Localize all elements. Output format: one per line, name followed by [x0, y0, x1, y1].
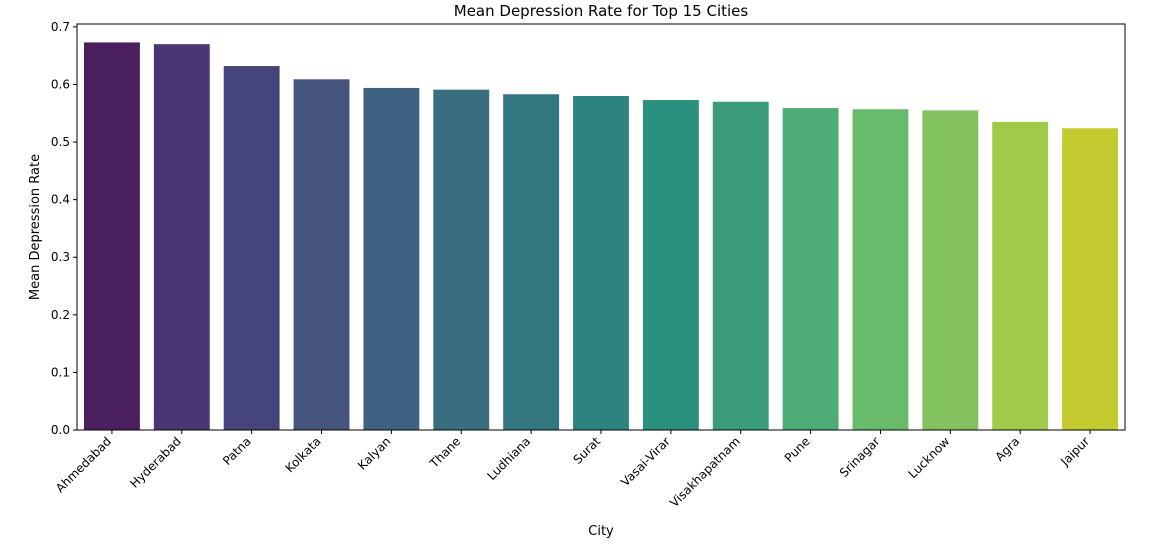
x-tick-label: Kalyan [355, 434, 393, 472]
y-tick-label: 0.0 [51, 423, 70, 437]
y-tick-label: 0.3 [51, 250, 70, 264]
bar-kalyan [363, 87, 420, 431]
bar-visakhapatnam [712, 101, 769, 431]
x-tick-label: Ahmedabad [53, 434, 114, 495]
x-tick-label: Hyderabad [127, 434, 184, 491]
bar-surat [573, 95, 629, 431]
bar-jaipur [1062, 128, 1119, 431]
y-tick-label: 0.2 [51, 308, 70, 322]
y-tick-label: 0.6 [51, 77, 70, 91]
bar-pune [782, 108, 839, 430]
x-tick-label: Vasai-Virar [618, 434, 673, 489]
y-tick-label: 0.4 [51, 193, 70, 207]
x-axis-label: City [588, 524, 614, 539]
x-tick-label: Thane [426, 434, 463, 471]
bar-hyderabad [153, 44, 210, 430]
bar-lucknow [922, 110, 979, 430]
bar-kolkata [293, 79, 350, 430]
x-tick-label: Patna [220, 434, 254, 468]
chart-title: Mean Depression Rate for Top 15 Cities [454, 2, 749, 20]
bar-agra [992, 121, 1049, 431]
y-tick-label: 0.5 [51, 135, 70, 149]
x-tick-label: Jaipur [1057, 434, 1092, 469]
y-tick-label: 0.1 [51, 365, 70, 379]
bar-ahmedabad [83, 42, 140, 431]
bar-thane [433, 89, 490, 431]
x-tick-label: Kolkata [283, 434, 324, 475]
x-tick-label: Lucknow [906, 434, 953, 481]
y-axis: 0.0 0.1 0.2 0.3 0.4 0.5 0.6 0.7 [51, 20, 77, 437]
x-tick-label: Surat [570, 434, 603, 467]
bar-vasai-virar [642, 100, 699, 431]
bar-srinagar [852, 109, 909, 430]
x-tick-label: Pune [782, 434, 813, 465]
x-axis: Ahmedabad Hyderabad Patna Kolkata Kalyan Than… [53, 430, 1092, 510]
bar-patna [223, 66, 280, 430]
x-tick-label: Agra [993, 434, 1023, 464]
x-tick-label: Visakhapatnam [667, 434, 743, 510]
x-tick-label: Ludhiana [484, 434, 533, 483]
x-tick-label: Srinagar [837, 434, 883, 480]
bars-group [83, 42, 1119, 431]
y-axis-label: Mean Depression Rate [28, 154, 43, 300]
bar-ludhiana [503, 94, 560, 430]
y-tick-label: 0.7 [51, 20, 70, 34]
